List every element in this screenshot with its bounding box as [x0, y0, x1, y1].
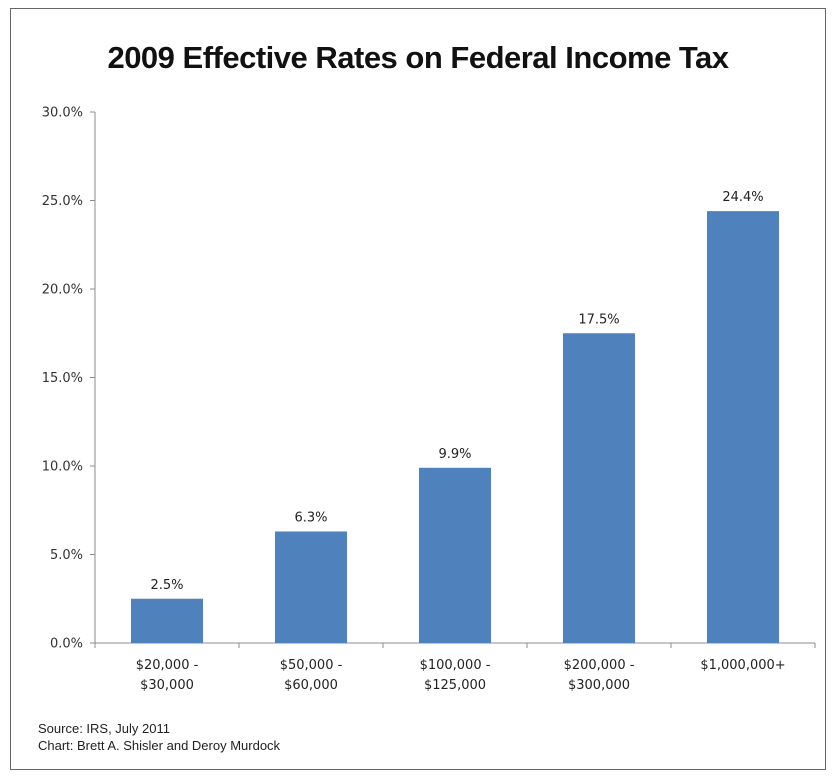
data-label: 6.3%: [294, 510, 327, 525]
bar: [419, 467, 491, 643]
x-tick-label: $30,000: [140, 678, 194, 693]
x-tick-label: $20,000 -: [136, 658, 199, 673]
chart-bars: [131, 211, 779, 643]
bar: [131, 598, 203, 643]
data-label: 2.5%: [150, 578, 183, 593]
data-label: 24.4%: [722, 190, 763, 205]
y-tick-label: 25.0%: [42, 194, 83, 209]
source-note: Source: IRS, July 2011: [38, 721, 170, 736]
x-tick-label: $1,000,000+: [700, 658, 785, 673]
y-tick-label: 10.0%: [42, 460, 83, 475]
y-tick-label: 0.0%: [50, 637, 83, 652]
x-tick-label: $300,000: [568, 678, 630, 693]
chart-footer: Source: IRS, July 2011 Chart: Brett A. S…: [38, 720, 280, 754]
credit-note: Chart: Brett A. Shisler and Deroy Murdoc…: [38, 738, 281, 753]
x-tick-label: $60,000: [284, 678, 338, 693]
data-label: 9.9%: [438, 447, 471, 462]
bar: [707, 211, 779, 643]
x-tick-label: $125,000: [424, 678, 486, 693]
chart-title: 2009 Effective Rates on Federal Income T…: [107, 40, 729, 75]
x-tick-label: $100,000 -: [420, 658, 491, 673]
y-tick-label: 5.0%: [50, 548, 83, 563]
y-tick-label: 20.0%: [42, 283, 83, 298]
x-tick-label: $200,000 -: [564, 658, 635, 673]
chart-labels: 2.5% $20,000 - $30,000 6.3% $50,000 - $60,000…: [136, 190, 786, 693]
x-tick-label: $50,000 -: [280, 658, 343, 673]
y-tick-label: 15.0%: [42, 371, 83, 386]
data-label: 17.5%: [578, 312, 619, 327]
chart-axes: 0.0% 5.0% 10.0% 15.0% 20.0% 25.0% 30.0%: [42, 106, 816, 652]
bar: [275, 531, 347, 643]
bar: [563, 333, 635, 643]
y-tick-label: 30.0%: [42, 106, 83, 121]
